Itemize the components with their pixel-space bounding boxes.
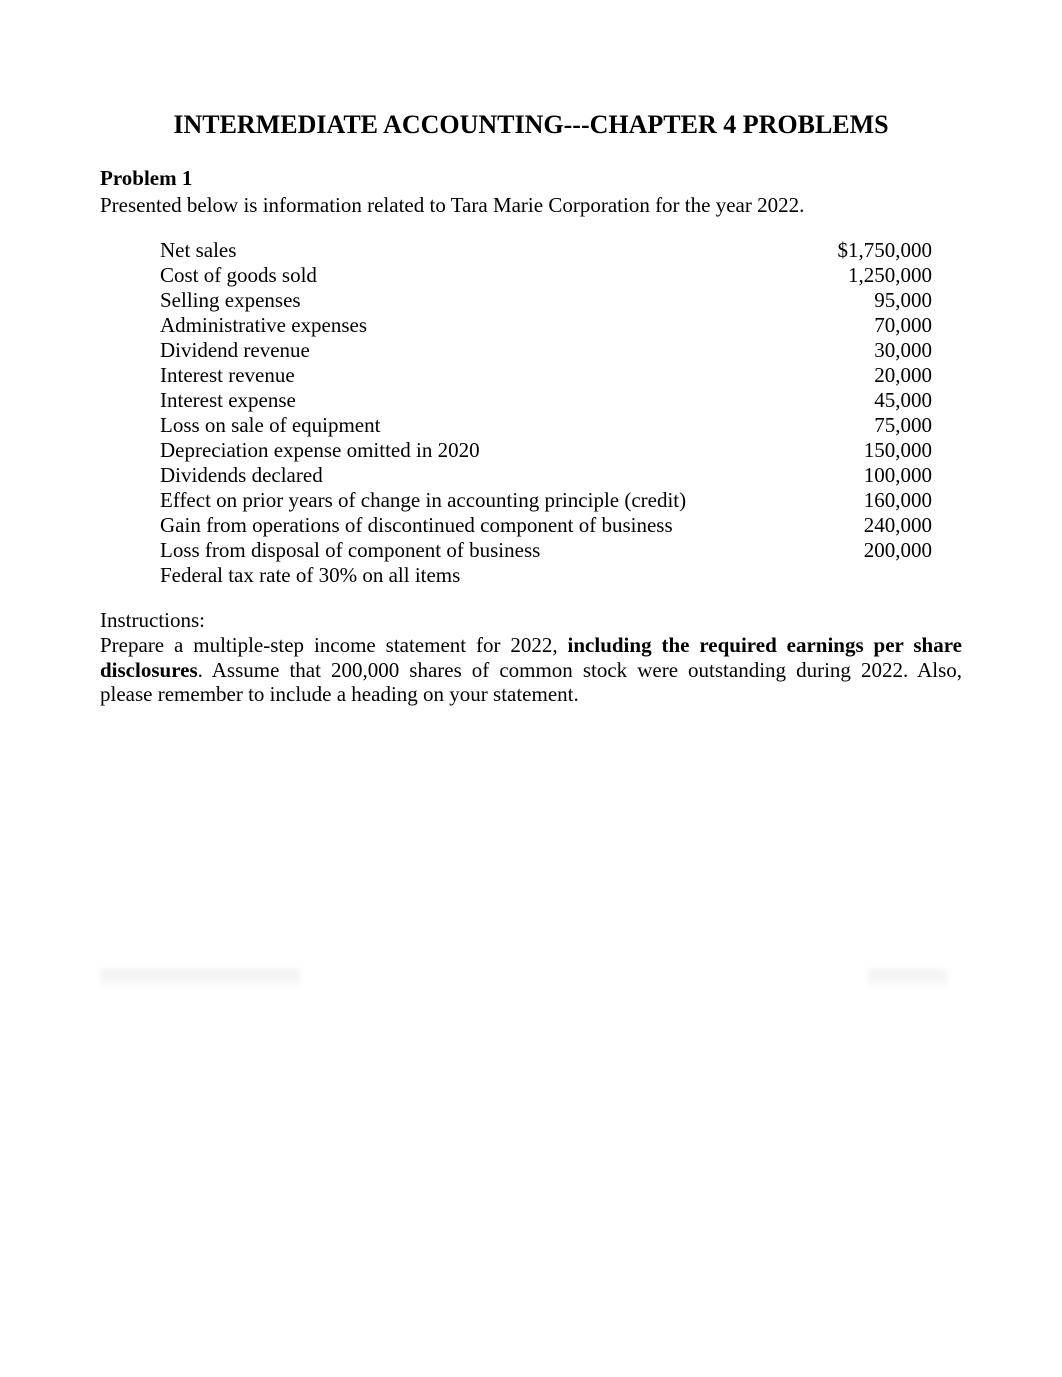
table-row: Gain from operations of discontinued com… (160, 513, 932, 538)
table-row: Interest expense 45,000 (160, 388, 932, 413)
item-value: 70,000 (792, 313, 932, 338)
instructions-heading: Instructions: (100, 608, 962, 633)
item-label: Interest revenue (160, 363, 792, 388)
table-row: Effect on prior years of change in accou… (160, 488, 932, 513)
item-label: Interest expense (160, 388, 792, 413)
item-value: 75,000 (792, 413, 932, 438)
problem-intro: Presented below is information related t… (100, 193, 962, 218)
instructions-part2: . Assume that 200,000 shares of common s… (100, 658, 962, 707)
item-label: Loss from disposal of component of busin… (160, 538, 792, 563)
item-value: 100,000 (792, 463, 932, 488)
item-label: Selling expenses (160, 288, 792, 313)
item-value: $1,750,000 (792, 238, 932, 263)
table-row: Interest revenue 20,000 (160, 363, 932, 388)
item-value: 95,000 (792, 288, 932, 313)
table-row: Cost of goods sold 1,250,000 (160, 263, 932, 288)
financial-data-table: Net sales $1,750,000 Cost of goods sold … (160, 238, 932, 588)
instructions-part1: Prepare a multiple-step income statement… (100, 633, 568, 657)
table-row: Selling expenses 95,000 (160, 288, 932, 313)
item-label: Dividends declared (160, 463, 792, 488)
table-row: Loss on sale of equipment 75,000 (160, 413, 932, 438)
blur-artifact-right (867, 969, 947, 987)
item-value: 45,000 (792, 388, 932, 413)
item-label: Cost of goods sold (160, 263, 792, 288)
item-label: Loss on sale of equipment (160, 413, 792, 438)
item-label: Effect on prior years of change in accou… (160, 488, 792, 513)
item-value: 150,000 (792, 438, 932, 463)
item-label: Gain from operations of discontinued com… (160, 513, 792, 538)
item-label: Net sales (160, 238, 792, 263)
item-value: 240,000 (792, 513, 932, 538)
table-row: Depreciation expense omitted in 2020 150… (160, 438, 932, 463)
item-label: Federal tax rate of 30% on all items (160, 563, 792, 588)
item-value: 200,000 (792, 538, 932, 563)
table-row: Federal tax rate of 30% on all items (160, 563, 932, 588)
item-label: Dividend revenue (160, 338, 792, 363)
item-value: 30,000 (792, 338, 932, 363)
item-value: 1,250,000 (792, 263, 932, 288)
item-value (792, 563, 932, 588)
table-row: Administrative expenses 70,000 (160, 313, 932, 338)
blur-artifact-left (100, 969, 300, 987)
document-title: INTERMEDIATE ACCOUNTING---CHAPTER 4 PROB… (100, 110, 962, 140)
instructions-body: Prepare a multiple-step income statement… (100, 633, 962, 707)
table-row: Dividend revenue 30,000 (160, 338, 932, 363)
item-label: Depreciation expense omitted in 2020 (160, 438, 792, 463)
item-label: Administrative expenses (160, 313, 792, 338)
table-row: Net sales $1,750,000 (160, 238, 932, 263)
problem-heading: Problem 1 (100, 166, 962, 191)
table-row: Dividends declared 100,000 (160, 463, 932, 488)
item-value: 160,000 (792, 488, 932, 513)
item-value: 20,000 (792, 363, 932, 388)
table-row: Loss from disposal of component of busin… (160, 538, 932, 563)
